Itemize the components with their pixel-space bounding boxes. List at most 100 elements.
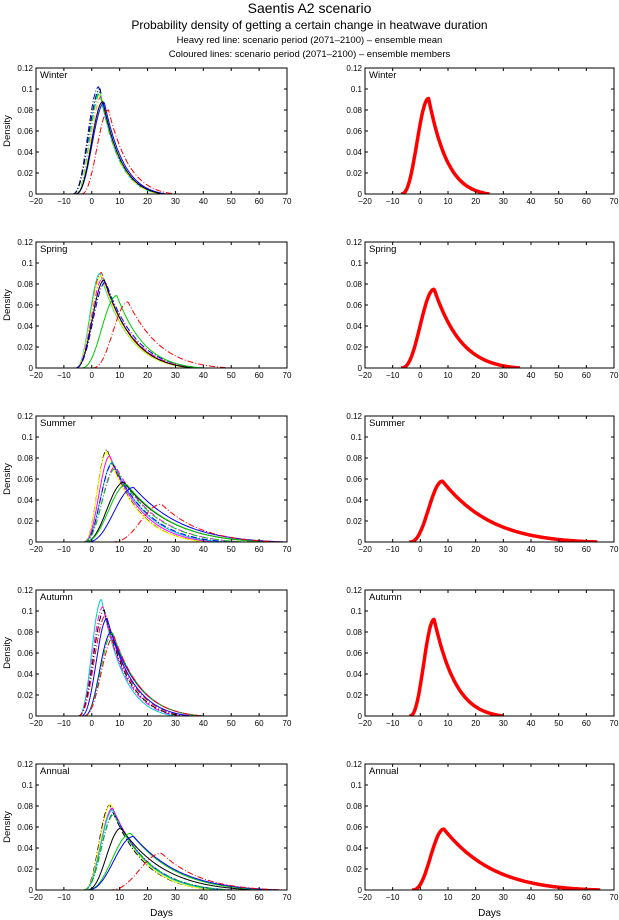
x-tick-label: 0 bbox=[418, 371, 423, 380]
y-tick-label: 0.12 bbox=[346, 586, 362, 595]
member-curve bbox=[83, 462, 232, 542]
x-tick-label: −20 bbox=[358, 197, 372, 206]
y-tick-label: 0.04 bbox=[346, 322, 362, 331]
x-tick-label: 60 bbox=[255, 719, 264, 728]
member-curve bbox=[83, 461, 226, 542]
x-tick-label: 10 bbox=[444, 197, 453, 206]
x-tick-label: 60 bbox=[255, 893, 264, 902]
x-tick-label: −10 bbox=[386, 719, 400, 728]
x-tick-label: 30 bbox=[499, 719, 508, 728]
season-label: Summer bbox=[369, 418, 405, 429]
y-tick-label: 0.12 bbox=[17, 760, 33, 769]
y-tick-label: 0.06 bbox=[17, 649, 33, 658]
y-tick-label: 0.02 bbox=[17, 517, 33, 526]
y-tick-label: 0 bbox=[358, 712, 363, 721]
y-axis-label: Density bbox=[2, 463, 13, 495]
y-tick-label: 0.1 bbox=[351, 85, 363, 94]
x-tick-label: 70 bbox=[283, 545, 292, 554]
y-tick-label: 0.06 bbox=[346, 301, 362, 310]
x-tick-label: −10 bbox=[57, 719, 71, 728]
ensemble-mean-curve bbox=[399, 96, 491, 194]
x-tick-label: −20 bbox=[358, 893, 372, 902]
season-label: Summer bbox=[40, 418, 76, 429]
y-tick-label: 0.12 bbox=[17, 586, 33, 595]
x-tick-label: 20 bbox=[143, 719, 152, 728]
y-tick-label: 0.12 bbox=[346, 412, 362, 421]
x-tick-label: 20 bbox=[471, 197, 480, 206]
x-tick-label: 20 bbox=[143, 893, 152, 902]
y-tick-label: 0.1 bbox=[22, 433, 34, 442]
y-tick-label: 0.06 bbox=[17, 301, 33, 310]
y-tick-label: 0.08 bbox=[346, 106, 362, 115]
panel-spring-mean: −20 −10 0 10 20 30 40 50 60 70 0 0.02 0.04 0.06 0.08 0.… bbox=[346, 238, 619, 380]
x-tick-label: 10 bbox=[115, 719, 124, 728]
member-curve bbox=[83, 809, 226, 890]
y-axis-label: Density bbox=[2, 811, 13, 843]
panel-annual-members: −20 −10 0 10 20 30 40 50 60 70 0 0.02 0.04 0.06 0.08 0.… bbox=[2, 760, 292, 919]
x-tick-label: 20 bbox=[471, 545, 480, 554]
season-label: Autumn bbox=[369, 592, 402, 603]
x-tick-label: 10 bbox=[115, 197, 124, 206]
x-tick-label: 40 bbox=[527, 197, 536, 206]
y-tick-label: 0 bbox=[29, 538, 34, 547]
y-tick-label: 0.12 bbox=[346, 760, 362, 769]
panel-autumn-mean: −20 −10 0 10 20 30 40 50 60 70 0 0.02 0.04 0.06 0.08 0.… bbox=[346, 586, 619, 728]
y-tick-label: 0.04 bbox=[346, 148, 362, 157]
x-tick-label: 50 bbox=[554, 719, 563, 728]
x-tick-label: 50 bbox=[227, 371, 236, 380]
x-tick-label: 40 bbox=[527, 371, 536, 380]
x-tick-label: 60 bbox=[582, 719, 591, 728]
y-tick-label: 0.1 bbox=[22, 781, 34, 790]
x-tick-label: −20 bbox=[29, 893, 43, 902]
x-tick-label: 60 bbox=[255, 545, 264, 554]
member-curve bbox=[80, 617, 193, 716]
x-tick-label: −20 bbox=[29, 197, 43, 206]
y-tick-label: 0.06 bbox=[17, 823, 33, 832]
x-tick-label: 0 bbox=[418, 719, 423, 728]
y-tick-label: 0.06 bbox=[17, 127, 33, 136]
season-label: Winter bbox=[369, 70, 396, 81]
member-curve bbox=[111, 503, 287, 542]
y-tick-label: 0.12 bbox=[17, 64, 33, 73]
x-axis-label: Days bbox=[150, 908, 173, 919]
axes-frame bbox=[35, 415, 288, 543]
figure-subtitle: Probability density of getting a certain… bbox=[131, 18, 488, 32]
axes-frame bbox=[364, 241, 615, 369]
x-tick-label: 30 bbox=[499, 893, 508, 902]
axes-frame bbox=[35, 67, 288, 195]
axes-frame bbox=[35, 763, 288, 891]
x-tick-label: 50 bbox=[554, 545, 563, 554]
x-tick-label: 40 bbox=[199, 197, 208, 206]
x-tick-label: 10 bbox=[115, 371, 124, 380]
y-tick-label: 0.06 bbox=[346, 823, 362, 832]
member-curve bbox=[83, 465, 246, 542]
y-tick-label: 0.02 bbox=[17, 343, 33, 352]
x-tick-label: 0 bbox=[90, 719, 95, 728]
member-curve bbox=[83, 804, 218, 890]
y-tick-label: 0.04 bbox=[346, 496, 362, 505]
x-tick-label: −20 bbox=[358, 545, 372, 554]
axes-frame bbox=[364, 589, 615, 717]
x-tick-label: 40 bbox=[199, 371, 208, 380]
panel-winter-members: −20 −10 0 10 20 30 40 50 60 70 0 0.02 0.04 0.06 0.08 0.… bbox=[2, 64, 292, 206]
member-curve bbox=[80, 295, 204, 368]
y-tick-label: 0.02 bbox=[346, 169, 362, 178]
y-tick-label: 0 bbox=[29, 190, 34, 199]
x-tick-label: 10 bbox=[115, 893, 124, 902]
member-curve bbox=[75, 274, 193, 368]
panel-summer-mean: −20 −10 0 10 20 30 40 50 60 70 0 0.02 0.04 0.06 0.08 0.… bbox=[346, 412, 619, 554]
x-tick-label: 70 bbox=[610, 545, 619, 554]
member-curve bbox=[80, 109, 176, 194]
member-curve bbox=[75, 93, 162, 194]
y-tick-label: 0.08 bbox=[346, 280, 362, 289]
x-tick-label: 20 bbox=[471, 893, 480, 902]
y-tick-label: 0.06 bbox=[346, 649, 362, 658]
season-label: Annual bbox=[40, 766, 70, 777]
y-tick-label: 0.04 bbox=[17, 844, 33, 853]
axes-frame bbox=[364, 67, 615, 195]
x-tick-label: 60 bbox=[255, 371, 264, 380]
y-tick-label: 0.12 bbox=[17, 412, 33, 421]
ensemble-mean-curve bbox=[408, 617, 505, 716]
member-curve bbox=[108, 852, 287, 890]
